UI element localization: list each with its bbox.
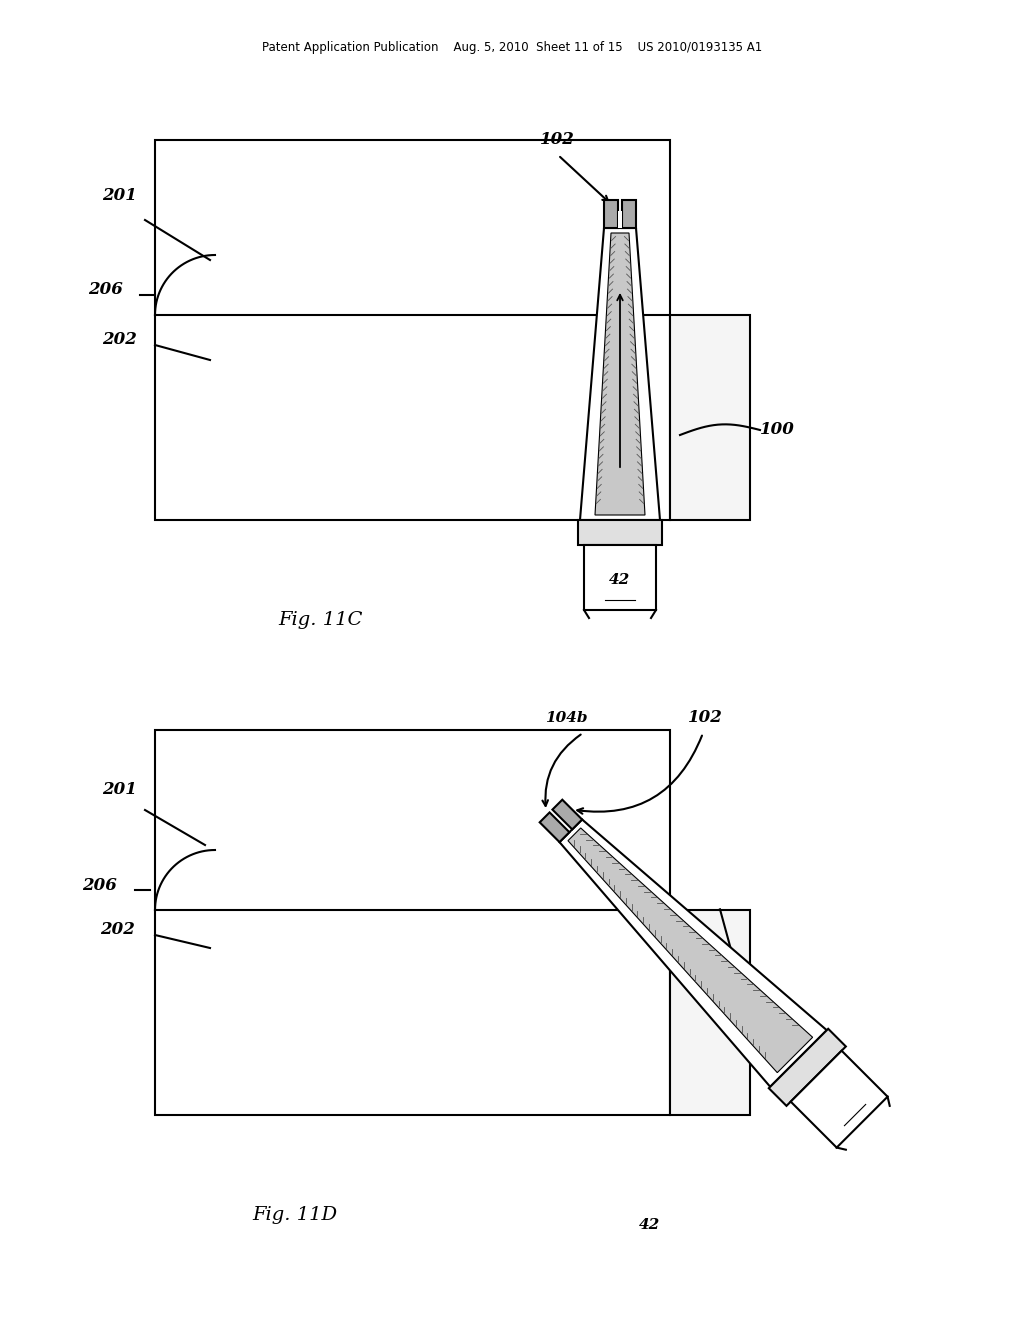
Polygon shape — [578, 520, 662, 545]
Text: 202: 202 — [100, 921, 135, 939]
Bar — [670, 909, 750, 1115]
Bar — [622, 201, 636, 228]
Text: Patent Application Publication    Aug. 5, 2010  Sheet 11 of 15    US 2010/019313: Patent Application Publication Aug. 5, 2… — [262, 41, 762, 54]
Text: Fig. 11C: Fig. 11C — [278, 611, 362, 630]
Text: 206: 206 — [82, 876, 117, 894]
Text: 104b: 104b — [545, 711, 588, 725]
Polygon shape — [559, 820, 826, 1086]
Text: 42: 42 — [609, 573, 631, 587]
Bar — [155, 140, 670, 520]
Text: 206: 206 — [88, 281, 123, 298]
Polygon shape — [552, 800, 582, 829]
Polygon shape — [595, 234, 645, 515]
Bar — [604, 201, 618, 228]
Text: 100: 100 — [757, 1036, 792, 1053]
Polygon shape — [584, 545, 656, 610]
Text: 42: 42 — [639, 1218, 660, 1232]
Text: 102: 102 — [688, 710, 723, 726]
Text: Fig. 11D: Fig. 11D — [253, 1206, 338, 1224]
Polygon shape — [580, 228, 660, 520]
Polygon shape — [791, 1051, 888, 1147]
Bar — [670, 315, 750, 520]
Polygon shape — [769, 1028, 846, 1106]
Text: 201: 201 — [102, 781, 137, 799]
Polygon shape — [540, 812, 569, 842]
Text: 102: 102 — [540, 132, 574, 149]
Text: 202: 202 — [102, 331, 137, 348]
Text: 201: 201 — [102, 186, 137, 203]
Polygon shape — [568, 828, 813, 1073]
Bar — [155, 730, 670, 1115]
Bar — [618, 211, 622, 228]
Text: 100: 100 — [760, 421, 795, 438]
